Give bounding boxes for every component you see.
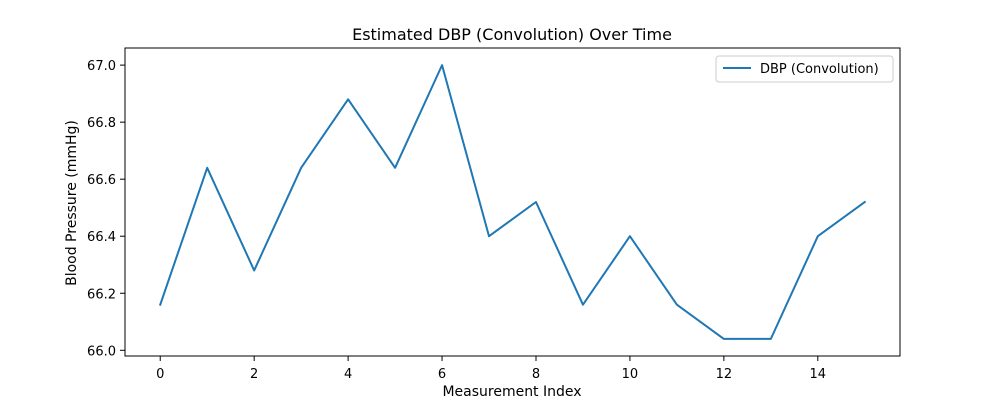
y-tick-label: 66.6 [87, 173, 116, 188]
x-tick-label: 0 [156, 367, 164, 382]
x-tick-label: 2 [250, 367, 258, 382]
plot-frame [124, 47, 901, 357]
x-tick-label: 4 [344, 367, 352, 382]
y-axis-label: Blood Pressure (mmHg) [64, 120, 80, 286]
x-tick-label: 6 [438, 367, 446, 382]
y-tick-label: 66.0 [87, 344, 116, 359]
legend-box [715, 55, 894, 83]
series-layer [158, 64, 867, 340]
y-tick-label: 67.0 [87, 59, 116, 74]
y-tick-label: 66.2 [87, 287, 116, 302]
y-tick-label: 66.8 [87, 116, 116, 131]
chart-title: Estimated DBP (Convolution) Over Time [352, 25, 672, 44]
x-tick-label: 10 [622, 367, 639, 382]
x-tick-label: 12 [716, 367, 733, 382]
legend: DBP (Convolution) [715, 55, 894, 83]
x-axis-label: Measurement Index [442, 384, 581, 400]
y-tick-label: 66.4 [87, 230, 116, 245]
x-tick-label: 14 [810, 367, 827, 382]
series-line [158, 64, 867, 340]
x-tick-label: 8 [532, 367, 540, 382]
y-axis: 66.0 66.2 66.4 66.6 66.8 67.0 [87, 59, 125, 359]
x-axis: 0 2 4 6 8 10 12 14 [156, 356, 826, 382]
legend-label: DBP (Convolution) [760, 62, 879, 77]
